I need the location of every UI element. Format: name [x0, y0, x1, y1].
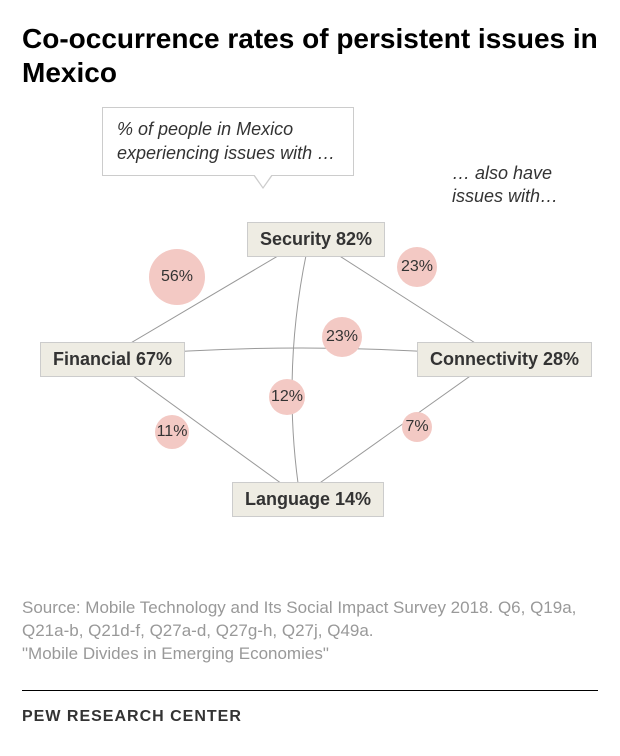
edge-line-connectivity-language — [300, 357, 497, 497]
edge-value-security-financial: 56% — [149, 249, 205, 305]
chart-title: Co-occurrence rates of persistent issues… — [22, 22, 598, 89]
source-line-2: "Mobile Divides in Emerging Economies" — [22, 644, 329, 663]
source-line-1: Source: Mobile Technology and Its Social… — [22, 598, 576, 640]
edge-value-connectivity-language: 7% — [402, 412, 432, 442]
network-diagram: % of people in Mexico experiencing issue… — [22, 107, 598, 547]
edge-line-financial-language — [107, 357, 300, 497]
edge-value-financial-connectivity: 23% — [322, 317, 362, 357]
edge-lines — [22, 107, 598, 547]
edge-value-security-language: 12% — [269, 379, 305, 415]
edge-value-security-connectivity: 23% — [397, 247, 437, 287]
edge-value-financial-language: 11% — [155, 415, 189, 449]
node-security: Security 82% — [247, 222, 385, 257]
edge-line-security-language — [292, 237, 310, 497]
node-connectivity: Connectivity 28% — [417, 342, 592, 377]
footer-divider — [22, 690, 598, 691]
footer-brand: PEW RESEARCH CENTER — [22, 708, 242, 726]
node-financial: Financial 67% — [40, 342, 185, 377]
source-text: Source: Mobile Technology and Its Social… — [22, 597, 598, 666]
node-language: Language 14% — [232, 482, 384, 517]
